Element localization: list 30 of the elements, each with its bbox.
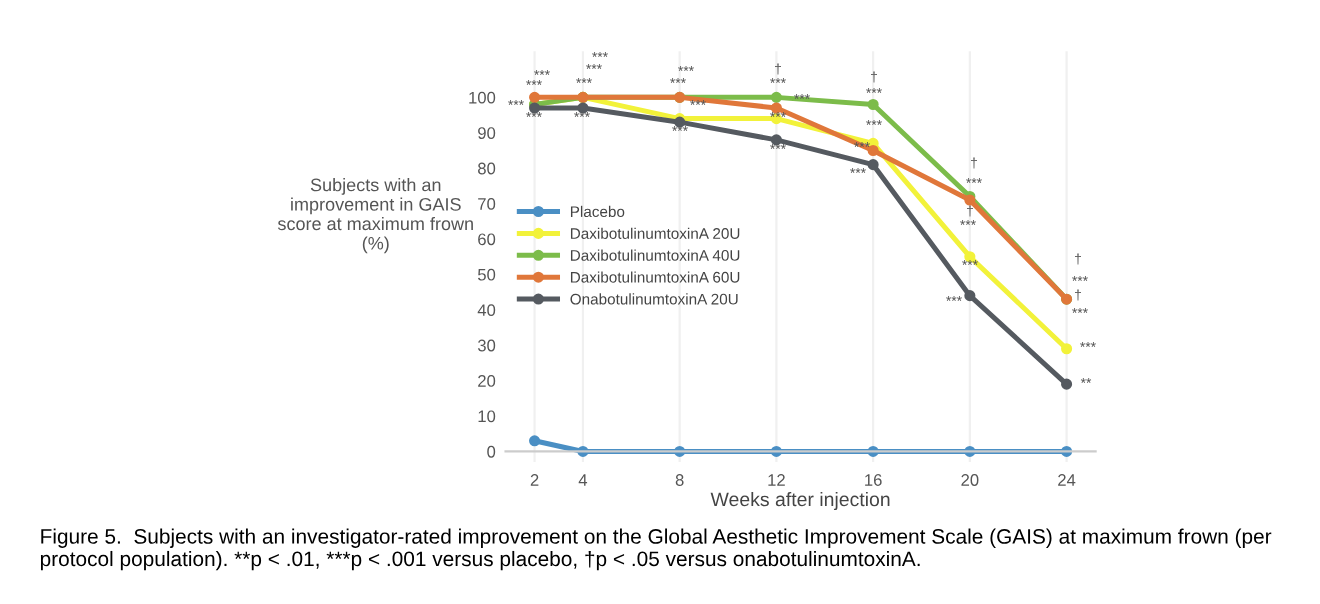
y-tick-label: 80: [478, 162, 496, 175]
y-tick-label: 90: [478, 127, 496, 139]
y-axis-title: Subjects with an improvement in GAIS score at maximum frown (%): [277, 178, 473, 254]
point: [964, 290, 976, 302]
point: [529, 91, 541, 103]
x-tick-label: 4: [578, 474, 588, 486]
y-tick-label: 50: [477, 268, 496, 281]
point: [867, 159, 879, 171]
x-tick-label: 8: [675, 474, 684, 486]
x-tick-label: 24: [1058, 474, 1076, 486]
x-tick-label: 20: [961, 474, 979, 486]
y-tick-label: 40: [477, 304, 496, 317]
y-tick-label: 60: [478, 233, 496, 246]
caption: Figure 5. Subjects with an investigator-rated improvement on the Global Aesthetic Improvement Scale (GAIS) at maximum frown (per protocol population). **p < .01, ***p < .001 versus placebo, †p < .05 versus onabotulinumtoxinA.: [40, 528, 1272, 571]
y-tick-label: 100: [469, 91, 496, 104]
point: [1061, 343, 1073, 355]
x-tick-label: 16: [865, 474, 882, 486]
point: [867, 144, 879, 157]
x-tick-label: 12: [768, 474, 785, 486]
y-tick-label: 20: [478, 375, 496, 387]
point: [1061, 378, 1073, 390]
point: [529, 435, 541, 447]
point: [770, 91, 782, 103]
x-axis-title: Weeks after injection: [710, 491, 890, 511]
y-tick-label: 0: [487, 445, 496, 458]
point: [867, 98, 879, 111]
y-tick-label: 10: [478, 410, 496, 423]
y-tick-label: 30: [477, 339, 496, 352]
y-tick-label: 70: [478, 197, 496, 210]
x-tick-label: 2: [530, 474, 539, 486]
